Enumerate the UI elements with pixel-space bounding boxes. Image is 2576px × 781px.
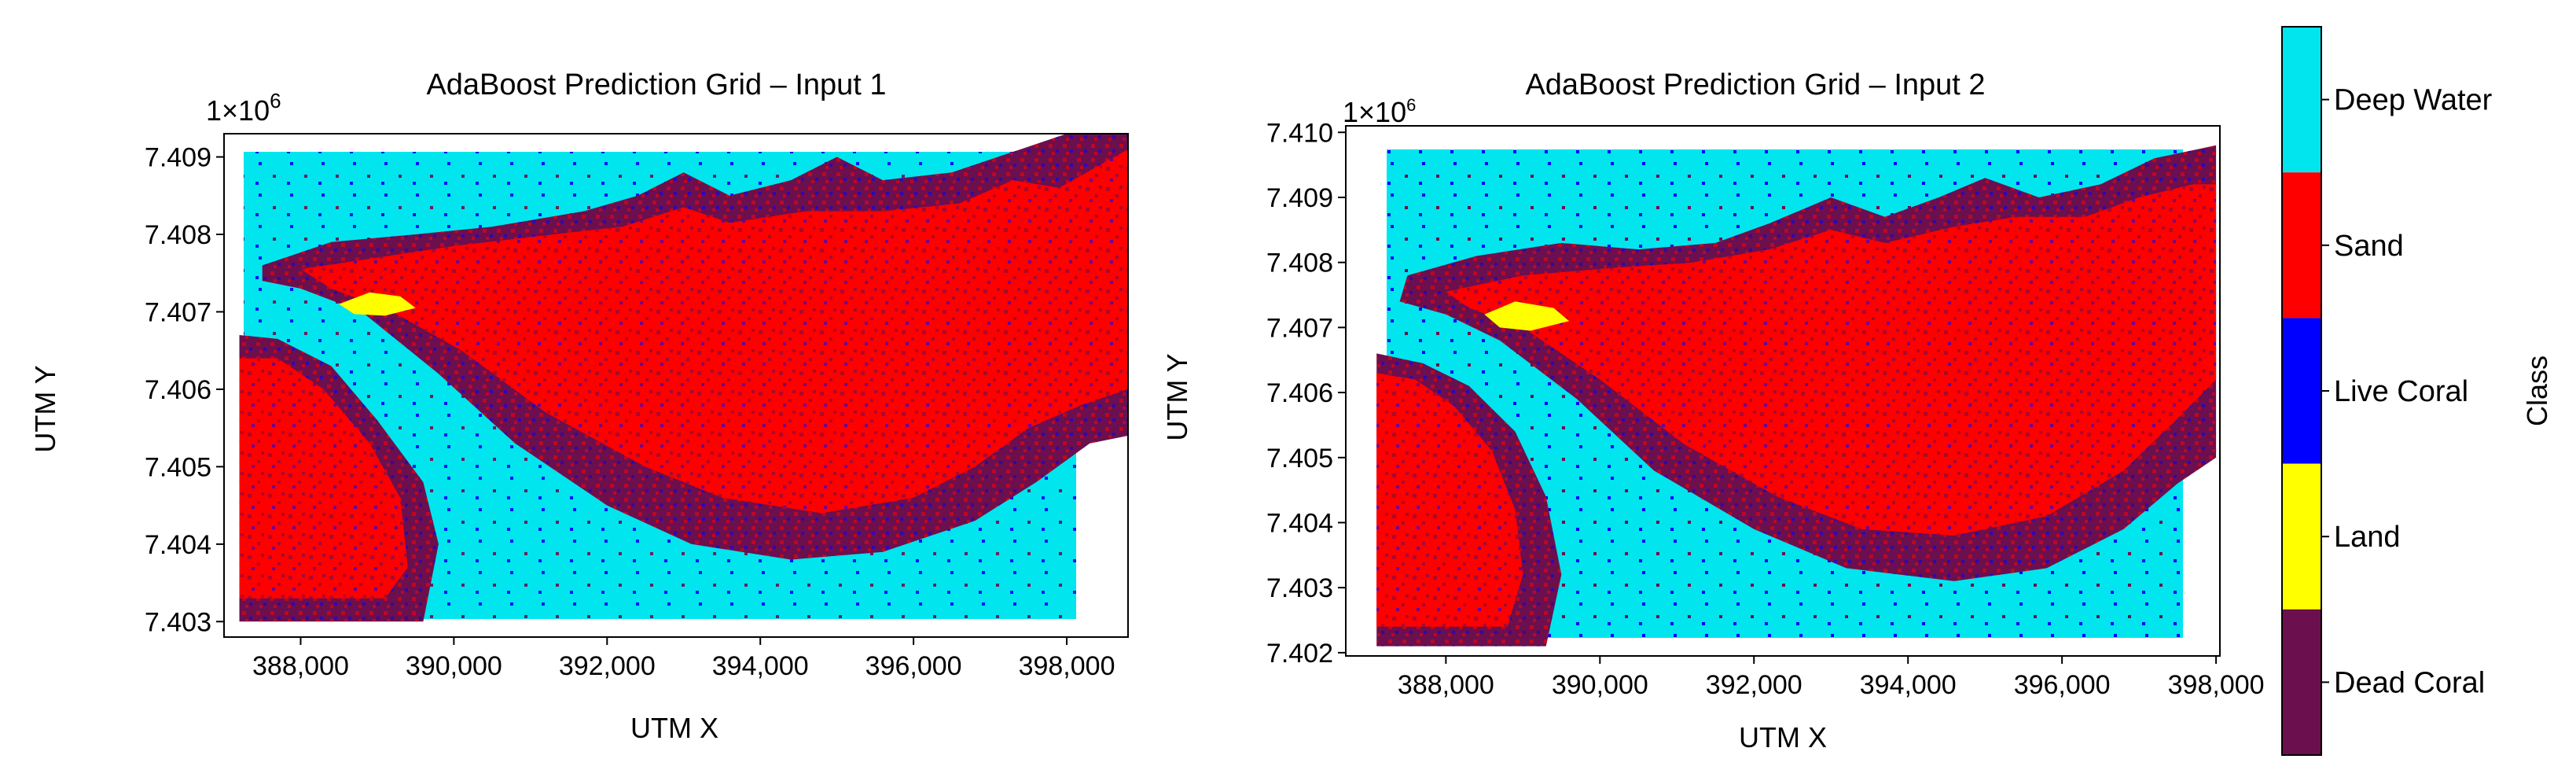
- x-axis-2: 388,000 390,000 392,000 394,000 396,000 398,0…: [1398, 656, 2265, 700]
- colorbar-segment: [2282, 318, 2321, 464]
- region-island: [339, 292, 416, 316]
- y-axis-2: 7.402 7.403 7.404 7.405 7.406 7.407 7.408 7.409…: [1266, 118, 1346, 669]
- y-offset-text-1: 1×106: [206, 89, 281, 127]
- colorbar-segments: [2282, 27, 2321, 755]
- colorbar: Deep Water Sand Live Coral Land Dead Coral C…: [2281, 26, 2553, 756]
- colorbar-segment: [2282, 463, 2321, 610]
- region-texture-southwest-reef-interior: [1376, 373, 1523, 627]
- x-axis-label-2: UTM X: [1739, 721, 1827, 753]
- y-tick-label: 7.403: [1266, 573, 1333, 603]
- class-regions-1: [239, 134, 1129, 622]
- panel-input-2: AdaBoost Prediction Grid – Input 2 1×106…: [1161, 68, 2265, 753]
- panel-input-1: AdaBoost Prediction Grid – Input 1 1×106…: [29, 68, 1129, 744]
- x-tick-label: 388,000: [252, 651, 349, 681]
- y-axis-label-2: UTM Y: [1161, 353, 1193, 440]
- region-island: [1484, 301, 1570, 331]
- colorbar-segment: [2282, 172, 2321, 319]
- y-tick-label: 7.408: [1266, 249, 1333, 278]
- colorbar-segment: [2282, 609, 2321, 755]
- x-tick-label: 392,000: [1706, 670, 1802, 700]
- chart-title-1: AdaBoost Prediction Grid – Input 1: [426, 68, 886, 101]
- x-tick-label: 388,000: [1398, 670, 1494, 700]
- colorbar-tick-label: Live Coral: [2334, 375, 2468, 408]
- x-tick-label: 398,000: [1019, 651, 1115, 681]
- x-tick-label: 398,000: [2168, 670, 2265, 700]
- y-tick-label: 7.406: [1266, 378, 1333, 408]
- region-texture-main-reef-interior: [300, 149, 1128, 514]
- x-tick-label: 392,000: [559, 651, 656, 681]
- y-axis-label-1: UTM Y: [29, 365, 61, 452]
- y-tick-label: 7.405: [1266, 444, 1333, 473]
- region-texture-southwest-reef-interior: [239, 358, 408, 599]
- y-tick-label: 7.409: [1266, 183, 1333, 213]
- colorbar-label: Class: [2521, 356, 2553, 426]
- y-tick-label: 7.409: [145, 143, 211, 173]
- x-tick-label: 394,000: [712, 651, 809, 681]
- x-tick-label: 396,000: [865, 651, 962, 681]
- y-tick-label: 7.404: [145, 530, 211, 560]
- y-tick-label: 7.406: [145, 375, 211, 405]
- y-tick-label: 7.403: [145, 607, 211, 637]
- chart-title-2: AdaBoost Prediction Grid – Input 2: [1525, 68, 1985, 101]
- y-axis-1: 7.403 7.404 7.405 7.406 7.407 7.408 7.409: [145, 143, 224, 637]
- x-tick-label: 390,000: [406, 651, 502, 681]
- y-tick-label: 7.408: [145, 220, 211, 250]
- colorbar-tick-label: Land: [2334, 521, 2401, 554]
- y-offset-text-2: 1×106: [1343, 95, 1416, 128]
- y-tick-label: 7.404: [1266, 508, 1333, 538]
- region-texture-main-reef-interior: [1446, 184, 2217, 536]
- x-tick-label: 396,000: [2014, 670, 2111, 700]
- colorbar-tick-label: Sand: [2334, 230, 2404, 263]
- y-tick-label: 7.407: [145, 297, 211, 327]
- class-regions-2: [1376, 145, 2217, 647]
- x-tick-label: 390,000: [1552, 670, 1648, 700]
- y-tick-label: 7.410: [1266, 118, 1333, 148]
- plot-frame-1: [223, 133, 1129, 638]
- y-tick-label: 7.405: [145, 452, 211, 482]
- x-axis-1: 388,000 390,000 392,000 394,000 396,000 398,0…: [252, 637, 1115, 681]
- colorbar-tick-label: Deep Water: [2334, 84, 2493, 117]
- x-axis-label-1: UTM X: [630, 712, 718, 744]
- colorbar-ticks: Deep Water Sand Live Coral Land Dead Coral: [2321, 84, 2493, 699]
- y-tick-label: 7.407: [1266, 313, 1333, 343]
- x-tick-label: 394,000: [1860, 670, 1957, 700]
- y-tick-label: 7.402: [1266, 639, 1333, 669]
- colorbar-tick-label: Dead Coral: [2334, 666, 2485, 699]
- plot-frame-2: [1345, 125, 2221, 657]
- colorbar-segment: [2282, 27, 2321, 173]
